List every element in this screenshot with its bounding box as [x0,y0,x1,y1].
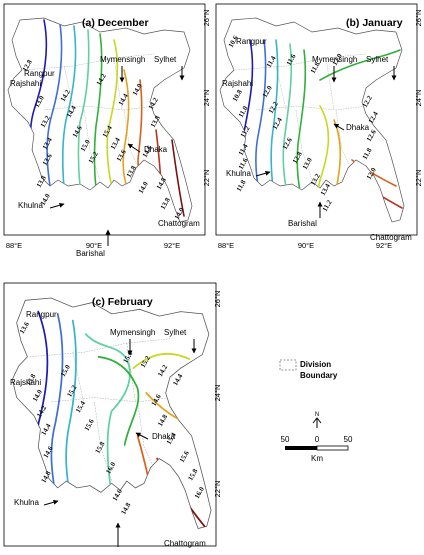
place-label: Chattogram [158,219,200,228]
place-label: Mymensingh [110,328,155,337]
panel-title: (c) February [92,296,153,308]
place-label: Rajshahi [10,378,41,387]
scale-bar-left [285,446,317,450]
isoline [46,23,63,187]
isoline [171,139,185,217]
place-label: Barishal [288,219,317,228]
isoline [77,29,90,187]
scale-bar-right [316,445,349,451]
place-label: Dhaka [144,145,168,154]
place-label: Sylhet [366,55,389,64]
place-label: Khulna [226,169,251,178]
isoline [50,312,64,496]
place-label: Sylhet [164,328,187,337]
y-tick-label: 24°N [213,385,222,402]
place-label: Sylhet [154,55,177,64]
panel-title: (b) January [346,17,403,29]
place-label: Rajshahi [222,79,253,88]
panel-february: (c) February 26°N 24°N 22°N Rangpur Mymensing… [3,282,222,555]
place-arrow [127,143,141,153]
place-label: Khulna [14,498,39,507]
place-label: Mymensingh [312,55,357,64]
place-label: Dhaka [346,123,370,132]
place-label: Rajshahi [10,79,41,88]
isoline [255,39,267,197]
legend-line-2: Boundary [300,371,338,380]
isoline [93,33,103,189]
isoline [270,39,279,199]
place-label: Dhaka [152,432,176,441]
place-label: Barishal [76,249,105,258]
place-label: Rangpur [26,310,57,319]
place-arrow [49,202,65,209]
place-label: Khulna [18,201,43,210]
isoline [65,319,77,501]
place-label: Chattogram [370,233,412,242]
place-arrow [135,432,149,440]
isoline [132,352,191,370]
y-tick-label: 22°N [414,170,423,187]
panel-december: (a) December 88°E 90°E 92°E 26°N 24°N 22°N Rang… [3,3,211,258]
isoline [122,69,130,191]
y-tick-label: 26°N [202,10,211,27]
y-tick-label: 22°N [213,481,222,498]
scale-tick-left: 50 [281,435,290,444]
isoline [282,43,293,199]
x-tick-label: 92°E [164,241,180,250]
place-arrow [255,170,271,177]
scale-tick-right: 50 [344,435,353,444]
y-tick-label: 24°N [202,90,211,107]
isoline [296,49,307,201]
north-arrow-icon [312,417,322,428]
isoline [84,333,131,496]
place-arrow [333,123,345,131]
x-tick-label: 92°E [376,241,392,250]
place-label: Rangpur [236,37,267,46]
panel-title: (a) December [82,17,149,29]
scale-bar: N 50 0 50 Km [281,412,353,463]
legend-swatch [279,359,297,371]
x-tick-label: 90°E [298,241,314,250]
north-label: N [315,412,319,418]
y-tick-label: 24°N [414,90,423,107]
isoline [97,355,140,446]
isoline [106,39,119,189]
legend: Division Boundary [279,359,338,380]
scale-unit: Km [311,454,323,463]
panel-january: (b) January 88°E 90°E 92°E 26°N 24°N 22°N Rangp… [215,3,423,250]
x-tick-label: 88°E [6,241,22,250]
scale-tick-mid: 0 [315,435,320,444]
place-arrow [43,499,59,506]
isoline [319,49,401,81]
legend-line-1: Division [300,360,331,369]
place-label: Mymensingh [100,55,145,64]
x-tick-label: 88°E [218,241,234,250]
place-label: Rangpur [24,69,55,78]
isoline [61,25,77,189]
x-tick-label: 90°E [86,241,102,250]
y-tick-label: 26°N [213,291,222,308]
place-label: Chattogram [164,539,206,548]
y-tick-label: 22°N [202,170,211,187]
y-tick-label: 26°N [414,10,423,27]
